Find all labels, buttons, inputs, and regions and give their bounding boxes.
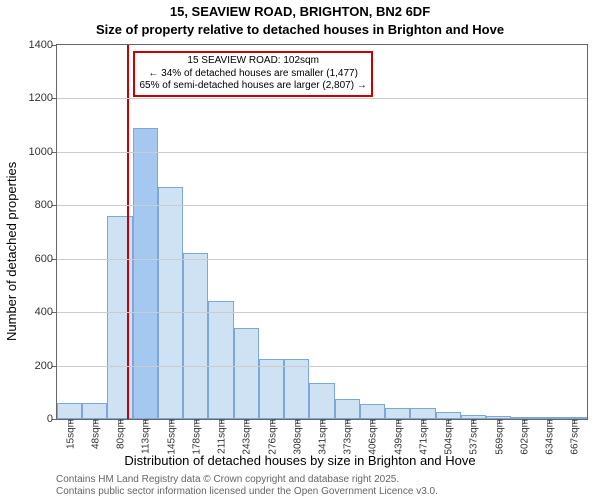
bar [133, 128, 158, 419]
xtick-label: 276sqm [265, 419, 278, 455]
xtick-label: 80sqm [114, 419, 127, 449]
gridline [57, 98, 587, 99]
ytick-label: 400 [13, 306, 57, 318]
xtick-label: 373sqm [341, 419, 354, 455]
bar [183, 253, 208, 419]
gridline [57, 205, 587, 206]
gridline [57, 312, 587, 313]
bar [410, 408, 435, 419]
xtick-label: 537sqm [467, 419, 480, 455]
gridline [57, 259, 587, 260]
xtick-label: 341sqm [316, 419, 329, 455]
xtick-label: 667sqm [568, 419, 581, 455]
bar [57, 403, 82, 419]
ytick-label: 1400 [13, 39, 57, 51]
xtick-label: 48sqm [88, 419, 101, 449]
ytick-label: 200 [13, 360, 57, 372]
callout-box: 15 SEAVIEW ROAD: 102sqm ← 34% of detache… [133, 51, 372, 97]
xtick-label: 634sqm [543, 419, 556, 455]
bar [82, 403, 107, 419]
footer-line-1: Contains HM Land Registry data © Crown c… [56, 474, 438, 486]
bars-group [57, 45, 587, 419]
x-axis-label: Distribution of detached houses by size … [0, 453, 600, 468]
bar [385, 408, 410, 419]
ytick-label: 600 [13, 253, 57, 265]
xtick-label: 113sqm [139, 419, 152, 454]
xtick-label: 569sqm [492, 419, 505, 455]
xtick-label: 178sqm [189, 419, 202, 455]
bar [284, 359, 309, 419]
xtick-label: 504sqm [442, 419, 455, 455]
xtick-label: 211sqm [215, 419, 228, 454]
callout-line-2: ← 34% of detached houses are smaller (1,… [139, 68, 366, 81]
ytick-label: 1000 [13, 146, 57, 158]
ytick-label: 800 [13, 199, 57, 211]
footer-line-2: Contains public sector information licen… [56, 486, 438, 498]
chart-subtitle: Size of property relative to detached ho… [0, 22, 600, 37]
gridline [57, 366, 587, 367]
xtick-label: 308sqm [290, 419, 303, 455]
xtick-label: 406sqm [366, 419, 379, 455]
footer: Contains HM Land Registry data © Crown c… [56, 474, 438, 498]
ytick-label: 0 [13, 413, 57, 425]
xtick-label: 602sqm [517, 419, 530, 455]
bar [234, 328, 259, 419]
callout-line-1: 15 SEAVIEW ROAD: 102sqm [139, 55, 366, 68]
gridline [57, 152, 587, 153]
xtick-label: 145sqm [164, 419, 177, 455]
marker-line [127, 45, 129, 419]
chart-container: 15, SEAVIEW ROAD, BRIGHTON, BN2 6DF Size… [0, 0, 600, 500]
bar [158, 187, 183, 419]
xtick-label: 243sqm [240, 419, 253, 455]
xtick-label: 439sqm [391, 419, 404, 455]
plot-area: 15 SEAVIEW ROAD: 102sqm ← 34% of detache… [56, 44, 588, 420]
bar [360, 404, 385, 419]
bar [309, 383, 334, 419]
bar [259, 359, 284, 419]
ytick-label: 1200 [13, 92, 57, 104]
bar [436, 412, 461, 419]
bar [208, 301, 233, 419]
chart-title: 15, SEAVIEW ROAD, BRIGHTON, BN2 6DF [0, 4, 600, 19]
callout-line-3: 65% of semi-detached houses are larger (… [139, 80, 366, 93]
bar [335, 399, 360, 419]
xtick-label: 471sqm [416, 419, 429, 455]
xtick-label: 15sqm [63, 419, 76, 449]
